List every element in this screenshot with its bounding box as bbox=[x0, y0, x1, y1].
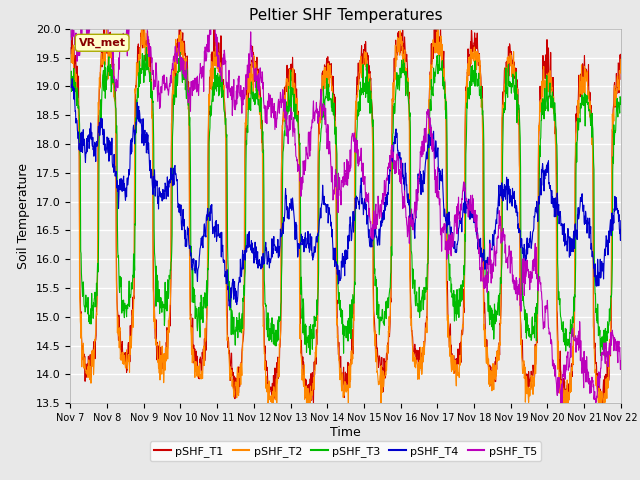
pSHF_T5 bbox=[300, 168, 308, 174]
pSHF_T5 bbox=[67, 14, 74, 20]
pSHF_T1 bbox=[132, 104, 140, 109]
pSHF_T4 bbox=[301, 235, 308, 240]
pSHF_T1 bbox=[312, 350, 319, 356]
Line: pSHF_T1: pSHF_T1 bbox=[70, 20, 621, 403]
pSHF_T1 bbox=[431, 17, 439, 23]
pSHF_T3 bbox=[600, 353, 608, 359]
pSHF_T2 bbox=[381, 376, 388, 382]
pSHF_T4 bbox=[227, 304, 234, 310]
pSHF_T4 bbox=[68, 76, 76, 82]
Y-axis label: Soil Temperature: Soil Temperature bbox=[17, 163, 30, 269]
pSHF_T5 bbox=[312, 108, 319, 114]
pSHF_T3 bbox=[109, 80, 117, 85]
pSHF_T5 bbox=[617, 358, 625, 364]
pSHF_T1 bbox=[617, 51, 625, 57]
pSHF_T4 bbox=[109, 162, 117, 168]
Line: pSHF_T2: pSHF_T2 bbox=[70, 26, 621, 403]
pSHF_T4 bbox=[67, 84, 74, 90]
Text: VR_met: VR_met bbox=[79, 37, 125, 48]
pSHF_T2 bbox=[67, 57, 74, 62]
pSHF_T2 bbox=[312, 344, 320, 349]
pSHF_T2 bbox=[132, 87, 140, 93]
pSHF_T4 bbox=[132, 128, 140, 133]
pSHF_T1 bbox=[109, 57, 117, 63]
pSHF_T3 bbox=[143, 45, 150, 50]
Line: pSHF_T3: pSHF_T3 bbox=[70, 48, 621, 356]
pSHF_T3 bbox=[300, 332, 308, 338]
pSHF_T4 bbox=[617, 218, 625, 224]
Line: pSHF_T5: pSHF_T5 bbox=[70, 17, 621, 403]
pSHF_T5 bbox=[321, 121, 329, 127]
X-axis label: Time: Time bbox=[330, 426, 361, 439]
pSHF_T1 bbox=[380, 356, 388, 361]
pSHF_T3 bbox=[312, 318, 319, 324]
pSHF_T5 bbox=[380, 198, 387, 204]
pSHF_T1 bbox=[322, 73, 330, 79]
pSHF_T2 bbox=[109, 60, 117, 65]
pSHF_T5 bbox=[132, 14, 140, 20]
pSHF_T2 bbox=[322, 68, 330, 74]
pSHF_T2 bbox=[301, 396, 308, 402]
pSHF_T1 bbox=[300, 367, 308, 372]
pSHF_T1 bbox=[67, 51, 74, 57]
pSHF_T2 bbox=[617, 57, 625, 62]
pSHF_T4 bbox=[381, 210, 388, 216]
pSHF_T3 bbox=[132, 222, 140, 228]
Line: pSHF_T4: pSHF_T4 bbox=[70, 79, 621, 307]
pSHF_T3 bbox=[322, 94, 330, 99]
pSHF_T5 bbox=[557, 400, 564, 406]
pSHF_T3 bbox=[617, 101, 625, 107]
pSHF_T4 bbox=[312, 235, 320, 241]
Legend: pSHF_T1, pSHF_T2, pSHF_T3, pSHF_T4, pSHF_T5: pSHF_T1, pSHF_T2, pSHF_T3, pSHF_T4, pSHF… bbox=[150, 442, 541, 461]
pSHF_T2 bbox=[264, 400, 272, 406]
pSHF_T4 bbox=[322, 204, 330, 210]
pSHF_T1 bbox=[303, 400, 310, 406]
pSHF_T3 bbox=[380, 321, 388, 327]
Title: Peltier SHF Temperatures: Peltier SHF Temperatures bbox=[249, 9, 442, 24]
pSHF_T3 bbox=[67, 74, 74, 80]
pSHF_T5 bbox=[109, 66, 117, 72]
pSHF_T2 bbox=[103, 23, 111, 29]
